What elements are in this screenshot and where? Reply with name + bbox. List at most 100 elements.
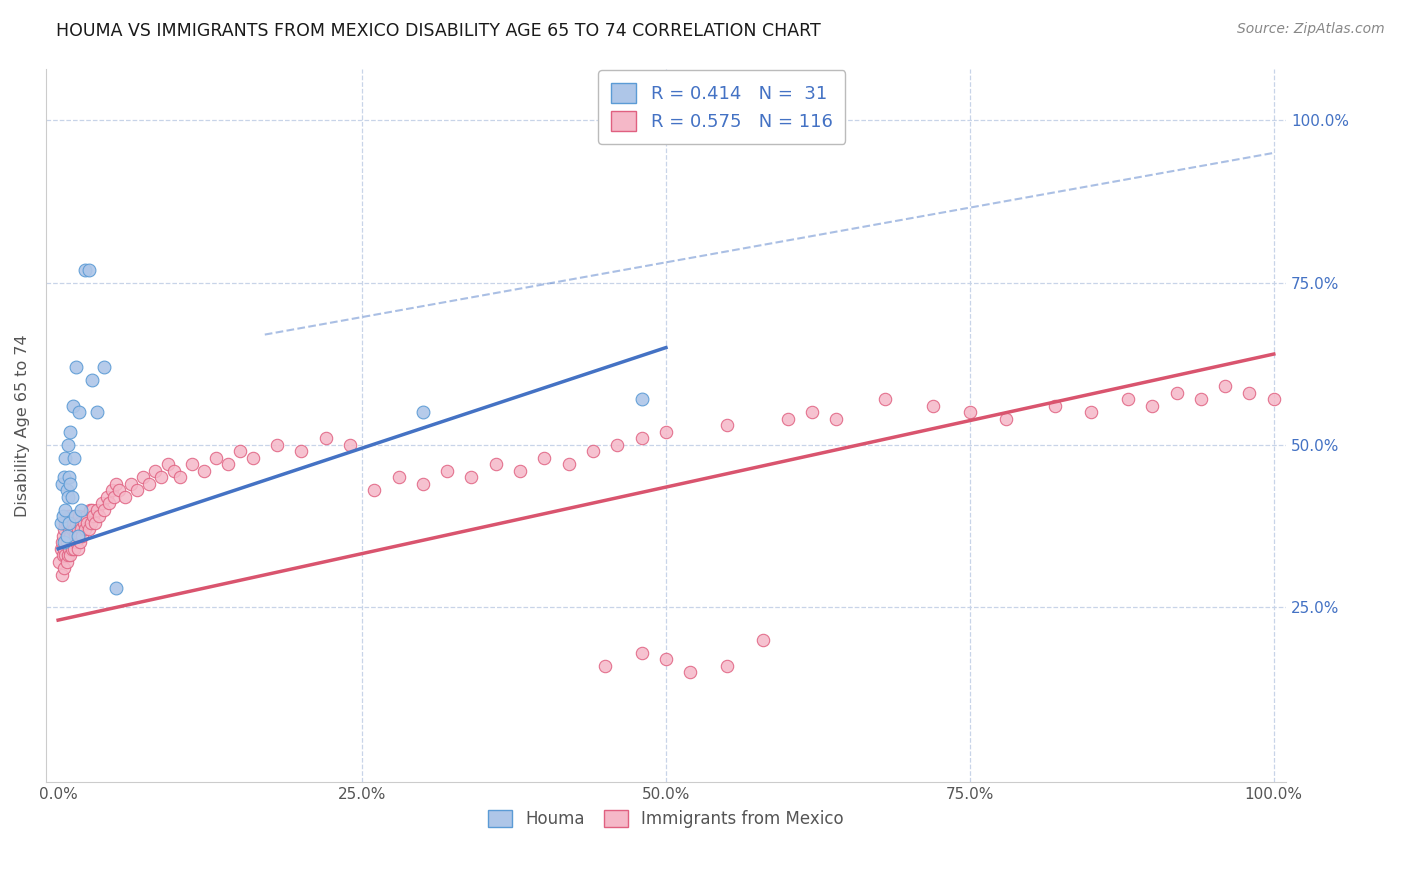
Point — [93, 359, 115, 374]
Point — [65, 359, 87, 374]
Point — [156, 458, 179, 472]
Point — [59, 529, 82, 543]
Point — [1189, 392, 1212, 407]
Point — [752, 632, 775, 647]
Point — [59, 476, 82, 491]
Point — [80, 516, 103, 530]
Point — [315, 431, 337, 445]
Y-axis label: Disability Age 65 to 74: Disability Age 65 to 74 — [15, 334, 30, 516]
Point — [56, 529, 79, 543]
Point — [630, 646, 652, 660]
Point — [55, 483, 77, 498]
Point — [387, 470, 409, 484]
Point — [193, 464, 215, 478]
Point — [412, 476, 434, 491]
Point — [82, 373, 104, 387]
Point — [180, 458, 202, 472]
Point — [1263, 392, 1285, 407]
Point — [509, 464, 531, 478]
Point — [76, 516, 98, 530]
Point — [557, 458, 579, 472]
Point — [51, 476, 73, 491]
Point — [73, 522, 96, 536]
Point — [72, 529, 94, 543]
Point — [60, 522, 83, 536]
Point — [55, 503, 77, 517]
Point — [132, 470, 155, 484]
Point — [65, 516, 87, 530]
Point — [100, 483, 122, 498]
Point — [679, 665, 702, 679]
Point — [53, 561, 76, 575]
Point — [52, 509, 75, 524]
Point — [69, 516, 91, 530]
Point — [77, 262, 100, 277]
Point — [48, 555, 70, 569]
Point — [145, 464, 167, 478]
Point — [53, 541, 76, 556]
Point — [75, 509, 97, 524]
Point — [1116, 392, 1139, 407]
Point — [1213, 379, 1236, 393]
Point — [873, 392, 896, 407]
Point — [630, 392, 652, 407]
Point — [70, 503, 93, 517]
Point — [582, 444, 605, 458]
Point — [65, 535, 87, 549]
Point — [55, 516, 77, 530]
Point — [205, 450, 228, 465]
Point — [55, 548, 77, 562]
Point — [105, 581, 128, 595]
Point — [96, 490, 118, 504]
Point — [533, 450, 555, 465]
Point — [58, 522, 80, 536]
Point — [114, 490, 136, 504]
Point — [412, 405, 434, 419]
Point — [55, 516, 77, 530]
Point — [62, 535, 84, 549]
Point — [60, 541, 83, 556]
Point — [56, 438, 79, 452]
Point — [56, 509, 79, 524]
Point — [776, 412, 799, 426]
Point — [108, 483, 131, 498]
Point — [242, 450, 264, 465]
Point — [655, 652, 678, 666]
Point — [995, 412, 1018, 426]
Point — [98, 496, 121, 510]
Point — [1080, 405, 1102, 419]
Point — [800, 405, 823, 419]
Point — [1166, 386, 1188, 401]
Point — [67, 509, 90, 524]
Point — [60, 490, 83, 504]
Point — [58, 516, 80, 530]
Point — [127, 483, 149, 498]
Point — [63, 541, 86, 556]
Point — [59, 425, 82, 439]
Point — [63, 522, 86, 536]
Point — [63, 509, 86, 524]
Point — [150, 470, 173, 484]
Point — [59, 509, 82, 524]
Point — [266, 438, 288, 452]
Point — [460, 470, 482, 484]
Point — [436, 464, 458, 478]
Point — [53, 470, 76, 484]
Point — [716, 658, 738, 673]
Point — [93, 503, 115, 517]
Point — [67, 405, 90, 419]
Point — [56, 490, 79, 504]
Point — [51, 535, 73, 549]
Point — [58, 541, 80, 556]
Point — [86, 503, 108, 517]
Point — [63, 529, 86, 543]
Point — [169, 470, 191, 484]
Point — [162, 464, 184, 478]
Point — [82, 509, 104, 524]
Point — [52, 529, 75, 543]
Point — [53, 522, 76, 536]
Point — [73, 516, 96, 530]
Point — [62, 516, 84, 530]
Point — [83, 516, 105, 530]
Point — [630, 431, 652, 445]
